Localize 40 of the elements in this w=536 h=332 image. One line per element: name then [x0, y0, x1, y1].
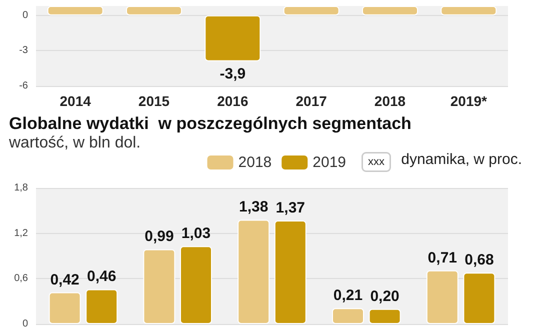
y-tick-label: 1,8	[14, 182, 28, 194]
data-label: 0,99	[144, 228, 174, 246]
chart-subtitle: wartość, w bln dol.	[8, 134, 141, 152]
y-tick-label: 1,2	[14, 228, 28, 239]
y-tick-label: -3	[19, 45, 28, 56]
text: xxx	[368, 156, 385, 168]
y-tick-label: -6	[19, 80, 28, 92]
bar	[463, 272, 496, 324]
bar	[332, 308, 364, 324]
x-tick-label: 2014	[60, 93, 92, 109]
data-label: 0,68	[464, 252, 494, 269]
data-label: 0,20	[370, 288, 400, 305]
x-tick-label: 2019*	[450, 93, 488, 109]
bar	[238, 220, 270, 324]
bar	[180, 246, 212, 324]
bar	[143, 249, 176, 324]
data-label: 0,21	[333, 287, 363, 304]
bar	[426, 270, 458, 324]
y-tick-label: 0	[22, 10, 28, 21]
data-label: 0,46	[87, 268, 116, 286]
text: dynamika, w proc.	[401, 151, 522, 168]
bar	[274, 220, 306, 324]
x-tick-label: 2017	[296, 93, 328, 109]
x-tick-label: 2016	[217, 93, 248, 109]
y-tick-label: 0	[22, 318, 28, 330]
bar	[86, 289, 118, 324]
data-label: 0,42	[50, 271, 80, 288]
legend-label: 2019	[312, 154, 346, 171]
bar	[48, 292, 81, 324]
data-label: -3,9	[220, 65, 246, 82]
y-tick-label: 0,6	[14, 273, 28, 284]
data-label: 1,03	[181, 225, 211, 242]
bar	[368, 308, 401, 324]
data-label: 0,71	[428, 249, 457, 266]
x-tick-label: 2018	[374, 93, 406, 109]
chart-title: Globalne wydatki w poszczególnych segmentach	[9, 114, 412, 133]
data-label: 1,37	[276, 199, 305, 216]
data-label: 1,38	[239, 198, 268, 216]
legend-label: 2018	[238, 154, 272, 171]
x-tick-label: 2015	[138, 93, 170, 109]
